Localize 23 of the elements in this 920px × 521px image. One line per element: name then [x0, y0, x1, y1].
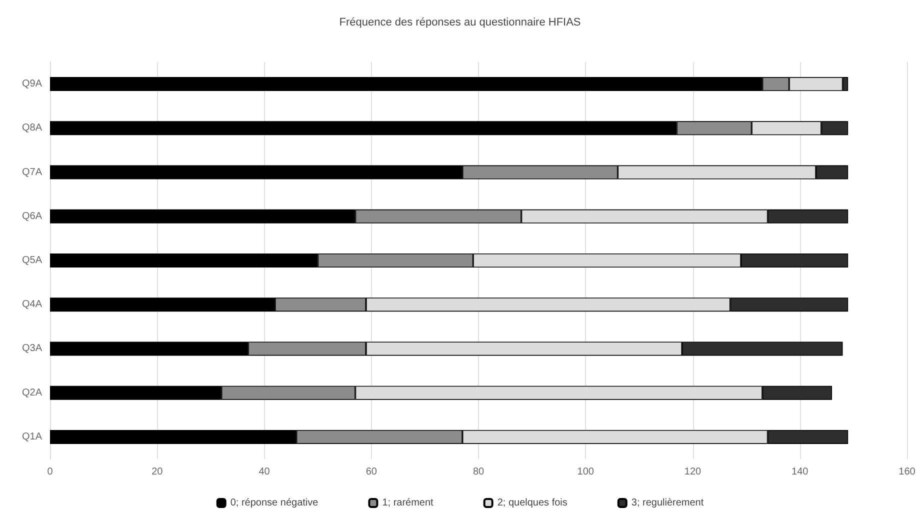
x-tick-label: 140 — [792, 466, 809, 478]
y-tick-label: Q1A — [22, 431, 42, 442]
y-tick-label: Q6A — [22, 210, 42, 222]
x-tick-label: 80 — [472, 466, 484, 478]
y-tick-label: Q5A — [22, 255, 42, 266]
y-tick-label: Q8A — [22, 122, 42, 134]
legend-label: 0; réponse négative — [230, 498, 319, 508]
x-tick-label: 20 — [152, 466, 164, 478]
x-tick-label: 160 — [898, 466, 916, 478]
legend-label: 2; quelques fois — [497, 498, 568, 508]
x-tick-label: 120 — [684, 466, 702, 478]
chart-title: Fréquence des réponses au questionnaire HFIAS — [339, 16, 581, 28]
x-tick-label: 40 — [258, 466, 270, 478]
legend-label: 3; regulièrement — [631, 498, 704, 508]
x-tick-label: 60 — [366, 466, 378, 478]
x-tick-label: 100 — [577, 466, 594, 478]
y-tick-label: Q4A — [22, 299, 42, 310]
y-tick-label: Q9A — [22, 78, 42, 90]
y-tick-label: Q2A — [22, 387, 42, 398]
y-tick-label: Q7A — [22, 166, 42, 178]
x-tick-label: 0 — [47, 466, 54, 478]
y-tick-label: Q3A — [22, 343, 42, 354]
legend-label: 1; rarément — [382, 498, 434, 508]
